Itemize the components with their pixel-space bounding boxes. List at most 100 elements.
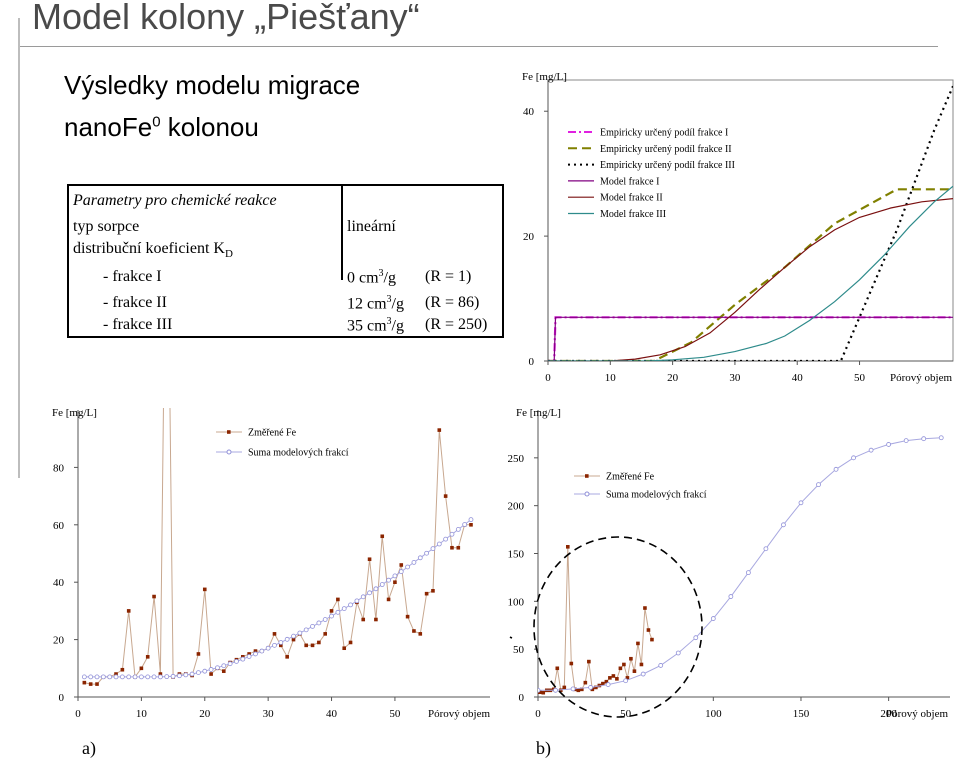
legend-label: Model frakce III: [600, 209, 666, 220]
data-point: [538, 690, 542, 695]
data-point: [693, 635, 699, 641]
data-point: [272, 642, 277, 648]
x-tick-label: 30: [729, 372, 741, 384]
legend-label: Model frakce I: [600, 176, 659, 187]
frac3-tail: /g: [391, 317, 404, 335]
y-axis-title: Fe [mg/L]: [522, 71, 567, 83]
data-point: [246, 654, 252, 659]
x-axis-title: Pórový objem: [890, 372, 952, 384]
data-point: [424, 591, 429, 596]
row1-label: typ sorpce: [73, 218, 140, 235]
data-point: [405, 614, 410, 619]
data-point: [437, 428, 442, 432]
y-tick-label: 0: [59, 692, 65, 704]
series-line: [84, 408, 471, 685]
series-line: [548, 316, 953, 361]
data-point: [310, 623, 315, 629]
y-axis-title: Fe [mg/L]: [516, 407, 561, 419]
data-point: [158, 674, 163, 680]
data-point: [374, 617, 378, 622]
y-tick-label: 20: [523, 231, 535, 243]
data-point: [310, 643, 315, 648]
x-tick-label: 40: [792, 372, 804, 384]
data-point: [335, 609, 341, 615]
data-point: [580, 687, 584, 692]
data-point: [145, 674, 151, 680]
series-line: [538, 437, 942, 691]
data-point: [189, 671, 195, 677]
y-axis-title: Fe [mg/L]: [52, 407, 97, 419]
data-point: [604, 679, 609, 684]
data-point: [221, 663, 227, 669]
data-point: [291, 633, 296, 639]
data-point: [576, 688, 581, 693]
data-point: [284, 636, 290, 642]
data-point: [361, 617, 366, 622]
data-point: [710, 616, 716, 621]
plot-area: [538, 435, 944, 695]
data-point: [921, 436, 927, 442]
data-point: [209, 672, 213, 676]
legend-marker: [227, 430, 231, 434]
frac1-label: - frakce I: [103, 268, 162, 285]
data-point: [120, 667, 125, 672]
data-point: [468, 517, 474, 523]
data-point: [611, 674, 616, 678]
data-point: [675, 650, 681, 656]
data-point: [562, 685, 567, 690]
data-point: [107, 674, 113, 680]
chart-b: 0 50 100 150 200 250 0 50 100 150 200 Fe [mg/L] Póro…: [508, 407, 950, 720]
legend-label: Empiricky určený podíl frakce I: [600, 128, 728, 139]
data-point: [392, 573, 398, 579]
x-tick-label: 0: [75, 708, 81, 720]
y-tick-label: 50: [513, 644, 525, 656]
parameters-table: Parametry pro chemické reakce typ sorpce…: [67, 184, 504, 338]
frac1-value: 0 cm3/g: [347, 268, 396, 287]
data-point: [151, 674, 157, 680]
data-point: [462, 522, 468, 527]
row2-sub: D: [224, 248, 233, 261]
x-tick-label: 30: [263, 708, 275, 720]
data-point: [183, 672, 189, 678]
data-point: [380, 534, 385, 539]
data-point: [158, 672, 163, 676]
frac3-num: 35 cm: [347, 317, 387, 335]
data-point: [618, 666, 623, 671]
data-point: [348, 640, 353, 645]
data-point: [658, 663, 664, 668]
plot-frame: [547, 79, 954, 362]
data-point: [367, 557, 372, 562]
legend-marker: [226, 449, 232, 455]
data-point: [322, 617, 328, 622]
legend-marker: [585, 474, 589, 478]
data-point: [399, 563, 404, 567]
data-point: [538, 687, 541, 693]
slide-title: Model kolony „Piešťany“: [32, 0, 420, 37]
data-point: [541, 690, 546, 695]
series-line: [548, 198, 953, 361]
data-point: [903, 438, 909, 444]
data-point: [594, 685, 598, 690]
data-point: [601, 681, 605, 686]
data-point: [119, 674, 125, 680]
frac1-sup: 3: [378, 268, 384, 279]
data-point: [94, 674, 100, 680]
data-point: [623, 678, 629, 684]
data-point: [221, 669, 226, 673]
data-point: [323, 632, 327, 636]
data-point: [317, 640, 321, 645]
data-point: [177, 673, 182, 679]
data-point: [259, 648, 265, 654]
data-point: [643, 606, 647, 610]
chart-fractions: 0 20 40 0 10 20 30 40 50 Fe [mg/L] Pórový objem Emp…: [522, 71, 954, 384]
data-point: [164, 674, 170, 680]
data-point: [152, 594, 156, 599]
data-point: [139, 666, 144, 671]
data-point: [728, 594, 734, 599]
left-rule: [18, 18, 20, 478]
data-point: [240, 656, 246, 662]
data-point: [605, 682, 611, 687]
data-point: [342, 646, 347, 651]
data-point: [145, 655, 150, 659]
data-point: [650, 637, 654, 642]
